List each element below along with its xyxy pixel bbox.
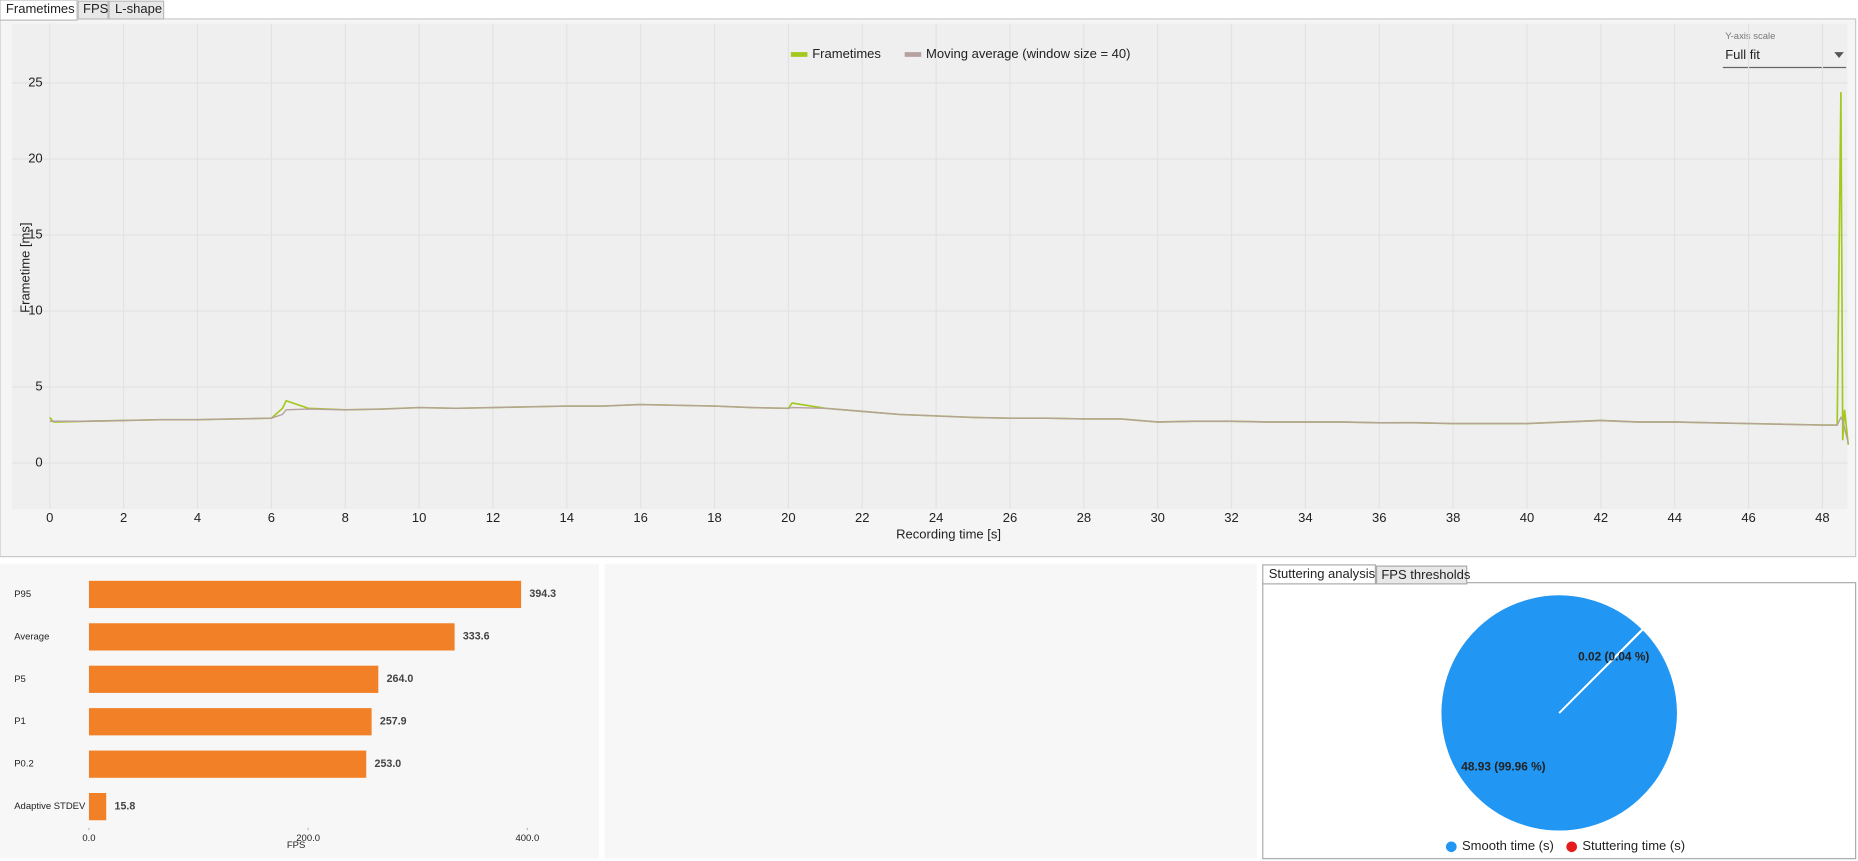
value-label: 15.8 <box>115 800 136 812</box>
dropdown-label: Y-axis scale <box>1725 31 1775 42</box>
x-tick-label: 14 <box>560 510 574 525</box>
x-tick-label: 200.0 <box>296 833 320 844</box>
x-tick-label: 36 <box>1372 510 1386 525</box>
y-tick-label: 20 <box>28 150 42 165</box>
bar <box>88 580 522 609</box>
category-label: Average <box>14 631 49 642</box>
x-tick-label: 12 <box>486 510 500 525</box>
y-tick-label: 5 <box>35 378 42 393</box>
value-label: 264.0 <box>387 673 414 685</box>
tab[interactable] <box>1262 564 1377 585</box>
x-tick-label: 32 <box>1224 510 1238 525</box>
x-tick-label: 6 <box>268 510 275 525</box>
category-label: P5 <box>14 674 26 685</box>
x-tick-label: 34 <box>1298 510 1312 525</box>
legend-swatch <box>904 52 922 57</box>
category-label: P0.2 <box>14 759 33 770</box>
legend-swatch <box>790 52 808 57</box>
pie-slice <box>1558 627 1645 714</box>
value-label: 394.3 <box>529 588 556 600</box>
tab-label[interactable]: Stuttering analysis <box>1269 566 1376 581</box>
x-tick-label: 20 <box>781 510 795 525</box>
tab[interactable] <box>1376 565 1468 585</box>
tab-label[interactable]: FPS thresholds <box>1381 567 1471 582</box>
tab-label[interactable]: FPS <box>83 1 109 16</box>
legend-label: Frametimes <box>812 46 881 61</box>
x-tick-label: 400.0 <box>516 833 540 844</box>
tab[interactable] <box>0 0 78 21</box>
x-tick-label: 18 <box>707 510 721 525</box>
slice-label: 48.93 (99.96 %) <box>1461 760 1545 774</box>
y-tick-label: 0 <box>35 454 42 469</box>
y-tick-label: 10 <box>28 302 42 317</box>
bar <box>88 665 379 693</box>
legend-marker <box>1445 841 1457 853</box>
tab-label[interactable]: L-shape <box>115 1 162 16</box>
tab[interactable] <box>77 0 109 20</box>
tab-label[interactable]: Frametimes <box>6 1 75 16</box>
value-label: 257.9 <box>380 716 407 728</box>
value-label: 333.6 <box>463 631 490 643</box>
legend-label: Stuttering time (s) <box>1582 838 1685 853</box>
bar <box>88 708 372 736</box>
x-tick-label: 2 <box>120 510 127 525</box>
x-tick-label: 40 <box>1520 510 1534 525</box>
x-tick-label: 30 <box>1150 510 1164 525</box>
bar <box>88 623 455 651</box>
x-tick-label: 42 <box>1594 510 1608 525</box>
dropdown-value[interactable]: Full fit <box>1725 47 1760 62</box>
bar <box>88 750 367 778</box>
x-tick-label: 26 <box>1003 510 1017 525</box>
legend-label: Smooth time (s) <box>1462 838 1554 853</box>
x-tick-label: 4 <box>194 510 201 525</box>
x-tick-label: 38 <box>1446 510 1460 525</box>
y-axis-title: Frametime [ms] <box>18 222 33 312</box>
category-label: P1 <box>14 716 26 727</box>
x-tick-label: 0 <box>46 510 53 525</box>
x-tick-label: 16 <box>633 510 647 525</box>
x-tick-label: 8 <box>342 510 349 525</box>
x-axis-title: Recording time [s] <box>896 527 1001 542</box>
legend-label: Moving average (window size = 40) <box>926 46 1130 61</box>
x-tick-label: 44 <box>1667 510 1681 525</box>
bar <box>88 793 107 821</box>
tab[interactable] <box>108 0 165 20</box>
legend-marker <box>1566 841 1578 853</box>
plot-area <box>11 23 1848 510</box>
y-tick-label: 25 <box>28 74 42 89</box>
y-tick-label: 15 <box>28 226 42 241</box>
x-tick-label: 48 <box>1815 510 1829 525</box>
value-label: 253.0 <box>375 758 402 770</box>
x-tick-label: 10 <box>412 510 426 525</box>
x-axis-title: FPS <box>287 840 305 851</box>
series-line <box>49 403 1849 444</box>
x-tick-label: 22 <box>855 510 869 525</box>
x-tick-label: 28 <box>1077 510 1091 525</box>
x-tick-label: 46 <box>1741 510 1755 525</box>
category-label: Adaptive STDEV <box>14 801 86 812</box>
x-tick-label: 0.0 <box>82 833 95 844</box>
dropdown-arrow[interactable] <box>1834 52 1844 59</box>
slice-label: 0.02 (0.04 %) <box>1578 649 1649 663</box>
category-label: P95 <box>14 589 31 600</box>
empty-panel <box>604 563 1257 859</box>
x-tick-label: 24 <box>929 510 943 525</box>
